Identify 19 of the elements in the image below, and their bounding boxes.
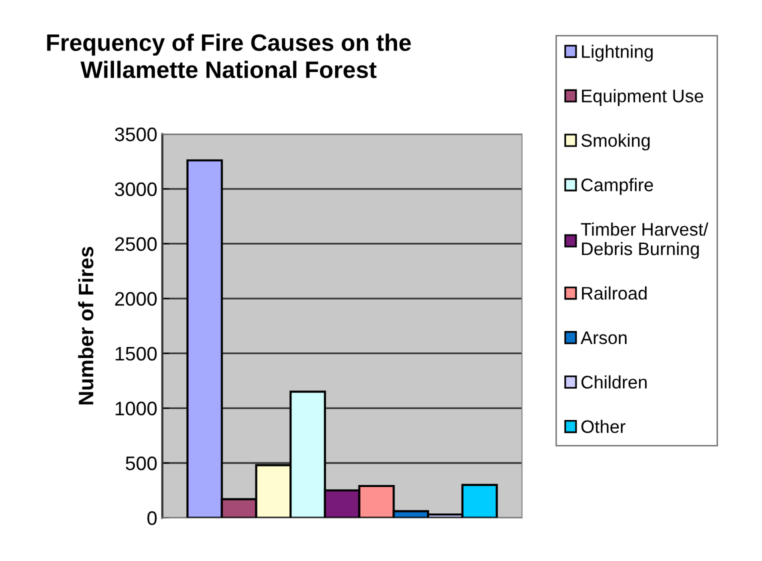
y-tick-label: 3000: [114, 182, 157, 196]
legend-label: Equipment Use: [582, 89, 704, 106]
y-tick-label: 1000: [116, 402, 157, 416]
y-tick-label: 3500: [114, 128, 157, 142]
y-axis-title: Number of Fires: [78, 246, 94, 404]
y-tick-label: 1500: [116, 346, 157, 361]
y-tick-label: 2000: [115, 292, 157, 306]
legend-label: Lightning: [582, 44, 653, 62]
legend-label: Campfire: [581, 178, 653, 195]
chart-title: Frequency of Fire Causes on the Willamette National Forest: [47, 34, 411, 78]
legend-label: Railroad: [582, 286, 647, 300]
y-tick-label: 0: [147, 511, 157, 526]
legend-label: Timber Harvest/ Debris Burning: [580, 222, 708, 259]
legend-label: Other: [581, 420, 626, 434]
legend-label: Smoking: [581, 134, 650, 150]
legend-label: Arson: [580, 332, 627, 344]
y-tick-label: 2500: [115, 237, 157, 251]
y-tick-label: 500: [126, 456, 157, 470]
legend-label: Children: [581, 375, 647, 389]
